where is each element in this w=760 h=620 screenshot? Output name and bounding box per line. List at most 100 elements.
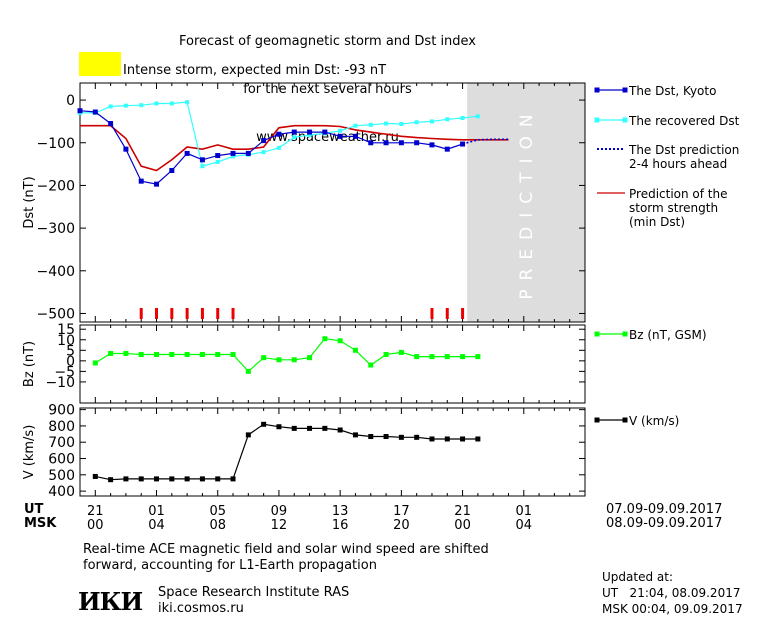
speed-point [398, 434, 404, 440]
y-tick-label: 10 [57, 333, 75, 349]
prediction-zone [467, 83, 585, 322]
speed-point [276, 424, 282, 430]
bz-point [245, 368, 251, 374]
msk-axis-label: MSK [24, 516, 57, 531]
recovered-dst-point [292, 135, 297, 140]
ut-date-range: 07.09-09.09.2017 [606, 502, 723, 517]
bz-point [398, 349, 404, 355]
speed-point [460, 436, 466, 442]
bz-point [169, 352, 175, 358]
bz-point [337, 338, 343, 344]
recovered-dst-point [399, 121, 404, 126]
ut-tick-label: 01 [148, 504, 165, 519]
dst-kyoto-point [383, 140, 389, 146]
speed-point [138, 476, 144, 482]
legend-storm-strength-label: (min Dst) [629, 215, 685, 229]
msk-tick-label: 04 [516, 518, 533, 533]
msk-tick-label: 04 [148, 518, 165, 533]
storm-mark [445, 308, 449, 319]
bz-point [199, 352, 205, 358]
ace-note-line-1: Real-time ACE magnetic field and solar w… [83, 542, 489, 557]
speed-point [337, 427, 343, 433]
chart-title: Forecast of geomagnetic storm and Dst in… [0, 2, 655, 162]
storm-mark [216, 308, 220, 319]
storm-mark [200, 308, 204, 319]
title-line-1: Forecast of geomagnetic storm and Dst in… [178, 34, 477, 49]
recovered-dst-point [445, 117, 450, 122]
bz-point [123, 350, 129, 356]
updated-msk: MSK 00:04, 09.09.2017 [602, 602, 743, 616]
bz-point [154, 352, 160, 358]
dst-kyoto-point [199, 157, 205, 163]
storm-mark [170, 308, 174, 319]
legend-recovered-dst-label: The recovered Dst [628, 114, 740, 128]
title-line-2: for the next several hours [243, 82, 412, 97]
recovered-dst-point [200, 164, 205, 169]
legend-dst-kyoto-marker [594, 87, 600, 93]
bz-point [368, 362, 374, 368]
y-tick-label: 600 [48, 452, 75, 468]
msk-date-range: 08.09-09.09.2017 [606, 516, 723, 531]
recovered-dst-point [139, 103, 144, 108]
series-bz-line [94, 338, 478, 373]
speed-point [429, 436, 435, 442]
recovered-dst-point [123, 103, 128, 108]
storm-mark [185, 308, 189, 319]
legend-bz-marker [622, 331, 628, 337]
speed-point [322, 425, 328, 431]
recovered-dst-point [307, 133, 312, 138]
dst-kyoto-point [138, 178, 144, 184]
bz-point [307, 355, 313, 361]
speed-point [184, 476, 190, 482]
speed-point [154, 476, 160, 482]
storm-mark [461, 308, 465, 319]
speed-point [230, 476, 236, 482]
bz-point [291, 357, 297, 363]
bz-point [108, 350, 114, 356]
y-tick-label: 900 [48, 403, 75, 419]
storm-status-swatch [79, 52, 121, 76]
speed-point [307, 425, 313, 431]
dst-kyoto-point [276, 131, 282, 137]
speed-point [245, 432, 251, 438]
recovered-dst-point [215, 159, 220, 164]
y-tick-label: 0 [66, 93, 75, 109]
panel-frame-3 [79, 407, 586, 497]
recovered-dst-point [276, 145, 281, 150]
bz-point [92, 360, 98, 366]
recovered-dst-point [460, 115, 465, 120]
y-tick-label: −300 [37, 221, 75, 237]
dst-kyoto-point [169, 167, 175, 173]
y-tick-label: 15 [57, 322, 75, 338]
recovered-dst-point [108, 104, 113, 109]
dst-kyoto-point [77, 108, 83, 114]
dst-kyoto-point [429, 142, 435, 148]
dst-kyoto-point [154, 181, 160, 187]
storm-status-text: Intense storm, expected min Dst: -93 nT [123, 63, 387, 78]
y-axis-label-1: Dst (nT) [22, 176, 37, 228]
prediction-zone-label: PREDICTION [517, 105, 537, 299]
recovered-dst-point [429, 119, 434, 124]
legend-speed-marker [622, 417, 628, 423]
y-tick-label: −5 [54, 364, 75, 380]
dst-kyoto-point [123, 146, 129, 152]
bz-point [383, 352, 389, 358]
institute-name: Space Research Institute RAS [158, 585, 350, 600]
speed-point [352, 432, 358, 438]
dst-kyoto-point [92, 109, 98, 115]
ut-tick-label: 01 [516, 504, 533, 519]
series-storm-strength-line [80, 124, 509, 172]
y-tick-label: 700 [48, 435, 75, 451]
bz-point [276, 357, 282, 363]
dst-kyoto-point [261, 138, 267, 144]
storm-mark [155, 308, 159, 319]
storm-mark [231, 308, 235, 319]
msk-tick-label: 00 [454, 518, 471, 533]
legend-dst-prediction-label: The Dst prediction [628, 143, 739, 157]
bz-point [138, 352, 144, 358]
bz-point [230, 352, 236, 358]
recovered-dst-point [154, 101, 159, 106]
y-tick-label: 400 [48, 484, 75, 500]
bz-point [414, 354, 420, 360]
y-tick-label: 500 [48, 468, 75, 484]
